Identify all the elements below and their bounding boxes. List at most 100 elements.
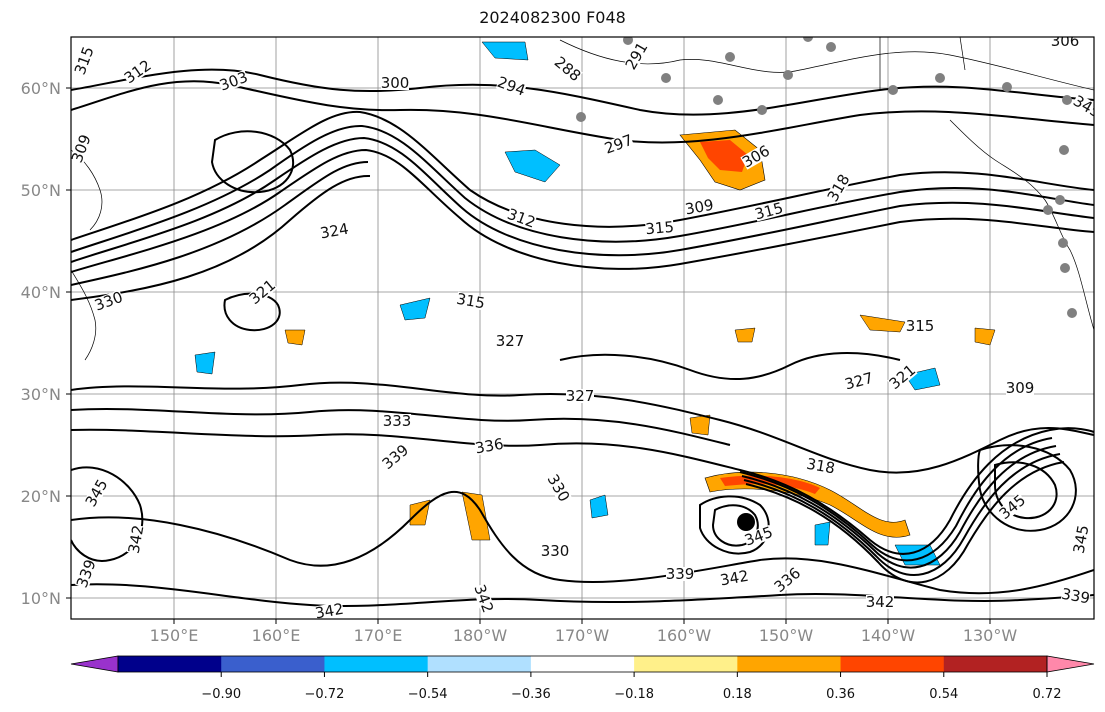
contour-label: 336 [474,435,505,458]
warm-patch [859,314,906,333]
warm-patch [461,491,491,541]
colorbar [70,655,1095,673]
warm-patch [284,329,306,346]
colorbar-tick-label: −0.18 [614,687,654,702]
lon-tick-label: 160°W [657,626,712,645]
contour-label-bg [72,45,96,77]
contour-label: 336 [771,564,805,596]
cold-patch [589,494,609,519]
cold-patch [194,351,216,375]
colorbar-tick-label: 0.72 [1033,687,1062,702]
contour-label-bg [247,277,278,307]
contour-label: 333 [383,412,412,430]
contour-label-bg [866,595,894,609]
contour-label: 321 [246,276,280,308]
contour-label: 342 [719,567,750,590]
map-title: 2024082300 F048 [479,8,626,27]
lat-tick-label: 50°N [21,181,61,200]
contour-label: 309 [68,132,95,165]
contour-label-bg [495,74,527,98]
colorbar-tick-label: −0.90 [201,687,241,702]
contour-label-bg [1051,37,1079,48]
contour-label-bg [645,219,675,237]
lon-tick-label: 180°W [453,626,508,645]
contour-label: 330 [544,471,574,505]
contour-label: 327 [566,387,595,405]
contour-label-bg [603,132,635,156]
contour-label: 342 [314,600,345,623]
contour-label-bg [623,40,650,72]
colorbar-tick-label: −0.36 [511,687,551,702]
contour-label: 315 [71,44,98,77]
longitude-labels: 150°E 160°E 170°E 180°W 170°W 160°W 150°W 140°W… [150,619,1017,645]
colorbar-segment [221,656,325,672]
contour-label-bg [997,492,1028,522]
height-contours [71,68,1094,608]
contour-label-bg [319,221,350,241]
contour-label: 309 [684,196,715,219]
colorbar-segment [634,656,738,672]
contour-label-bg [541,544,569,558]
lat-tick-label: 20°N [21,487,61,506]
warm-core-patch [700,140,748,172]
contour-label: 315 [906,317,935,335]
contour-label-bg [887,362,918,392]
contour-label-bg [381,76,409,90]
contour-label: 327 [496,332,525,350]
lon-tick-label: 140°W [861,626,916,645]
contour-label: 345 [82,476,112,510]
contour-label-bg [666,567,694,581]
cold-patch [399,297,431,321]
contour-label-bg [684,197,715,217]
map-gridlines [71,37,1094,619]
contour-label: 327 [843,369,875,394]
warm-patch [689,414,711,436]
contour-label-bg [122,57,154,86]
contour-label: 342 [470,582,497,615]
colorbar-segment [737,656,842,672]
contour-label-bg [740,143,772,170]
contour-label-bg [1071,93,1094,120]
anomaly-shading [194,41,996,566]
contour-label: 288 [551,53,585,85]
contour-label: 339 [379,441,413,473]
contour-label: 339 [666,565,695,583]
colorbar-segment [427,656,532,672]
colorbar-tick-label: 0.54 [929,687,958,702]
contour-label-bg [474,436,505,456]
contour-label-bg [1006,381,1034,395]
colorbar-tick-label: −0.54 [408,687,448,702]
contour-label-bg [83,477,110,509]
contour-label-bg [74,558,98,590]
contour-label-bg [805,456,836,476]
lon-tick-label: 150°W [759,626,814,645]
contour-label: 342 [125,524,148,555]
contour-label-bg [743,524,775,548]
colorbar-tick-label: −0.72 [305,687,345,702]
contour-label: 345 [1070,524,1093,555]
lon-tick-label: 170°E [354,626,403,645]
contour-label-bg [383,414,411,428]
colorbar-min-extend [70,655,119,673]
contour-label-bg [566,389,594,403]
lon-tick-label: 160°E [252,626,301,645]
colorbar-segment [118,656,222,672]
contour-label-bg [71,133,93,165]
contour-label-bg [825,172,852,204]
contour-label-bg [1060,586,1091,606]
cold-patch [481,41,529,61]
contour-label: 312 [121,56,155,87]
contour-label: 315 [645,218,675,238]
contour-label-bg [906,319,934,333]
colorbar-tick-label: 0.18 [723,687,752,702]
contour-label: 315 [455,290,486,313]
contour-label-bg [314,601,345,619]
warm-patch [734,327,756,343]
map-frame [70,36,1095,620]
contour-label: 330 [541,542,570,560]
contour-label-bg [218,69,250,93]
lat-tick-label: 60°N [21,79,61,98]
station-markers [576,37,1077,318]
